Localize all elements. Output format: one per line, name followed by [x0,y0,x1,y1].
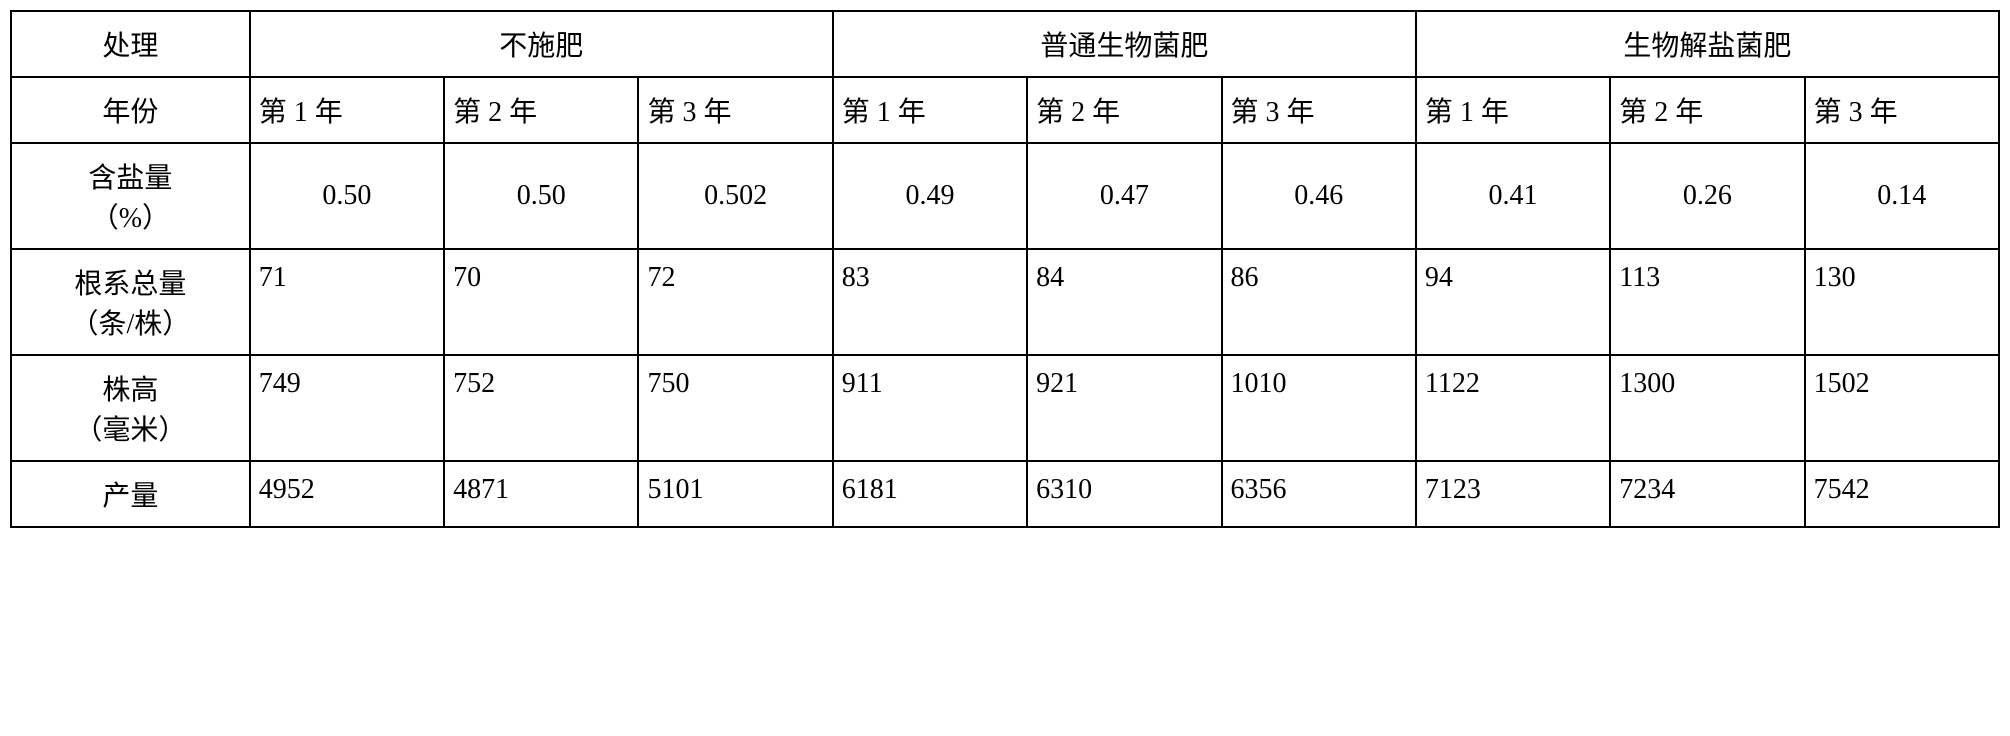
row-label-text: 产量 [102,481,158,512]
data-cell: 0.47 [1027,143,1221,249]
data-cell: 921 [1027,355,1221,461]
data-cell: 83 [833,249,1027,355]
data-cell: 0.26 [1610,143,1804,249]
data-cell: 6181 [833,461,1027,527]
data-cell: 0.502 [638,143,832,249]
table-row: 根系总量 （条/株） 71 70 72 83 84 86 94 113 130 [11,249,1999,355]
data-cell: 4952 [250,461,444,527]
row-label-unit: （毫米） [74,415,186,446]
year-cell: 第 2 年 [444,77,638,143]
year-cell: 第 1 年 [833,77,1027,143]
data-cell: 0.41 [1416,143,1610,249]
year-cell: 第 1 年 [1416,77,1610,143]
data-cell: 6310 [1027,461,1221,527]
year-cell: 第 3 年 [638,77,832,143]
header-group-3: 生物解盐菌肥 [1416,11,1999,77]
row-label-text: 含盐量 [88,163,172,194]
year-cell: 第 2 年 [1610,77,1804,143]
data-cell: 0.50 [444,143,638,249]
year-cell: 第 3 年 [1805,77,1999,143]
header-group-2: 普通生物菌肥 [833,11,1416,77]
data-cell: 7123 [1416,461,1610,527]
row-label-unit: （%） [91,203,170,234]
data-cell: 4871 [444,461,638,527]
table-header-row: 处理 不施肥 普通生物菌肥 生物解盐菌肥 [11,11,1999,77]
data-cell: 0.50 [250,143,444,249]
data-cell: 749 [250,355,444,461]
data-cell: 70 [444,249,638,355]
year-cell: 第 3 年 [1222,77,1416,143]
data-cell: 1300 [1610,355,1804,461]
data-cell: 0.46 [1222,143,1416,249]
row-label-text: 株高 [102,375,158,406]
table-body: 含盐量 （%） 0.50 0.50 0.502 0.49 0.47 0.46 0… [11,143,1999,527]
data-cell: 94 [1416,249,1610,355]
data-cell: 752 [444,355,638,461]
row-label-text: 根系总量 [74,269,186,300]
data-table: 处理 不施肥 普通生物菌肥 生物解盐菌肥 年份 第 1 年 第 2 年 第 3 … [10,10,2000,528]
data-cell: 71 [250,249,444,355]
data-cell: 1502 [1805,355,1999,461]
data-cell: 911 [833,355,1027,461]
row-label-salt: 含盐量 （%） [11,143,250,249]
data-cell: 0.49 [833,143,1027,249]
table-row: 含盐量 （%） 0.50 0.50 0.502 0.49 0.47 0.46 0… [11,143,1999,249]
data-cell: 5101 [638,461,832,527]
data-cell: 1010 [1222,355,1416,461]
data-cell: 7542 [1805,461,1999,527]
data-cell: 0.14 [1805,143,1999,249]
data-cell: 7234 [1610,461,1804,527]
header-group-1: 不施肥 [250,11,833,77]
row-label-unit: （条/株） [70,309,190,340]
data-cell: 72 [638,249,832,355]
data-cell: 130 [1805,249,1999,355]
data-cell: 113 [1610,249,1804,355]
data-cell: 1122 [1416,355,1610,461]
year-row-label: 年份 [11,77,250,143]
data-cell: 84 [1027,249,1221,355]
year-cell: 第 2 年 [1027,77,1221,143]
row-label-root: 根系总量 （条/株） [11,249,250,355]
data-cell: 86 [1222,249,1416,355]
table-year-row: 年份 第 1 年 第 2 年 第 3 年 第 1 年 第 2 年 第 3 年 第… [11,77,1999,143]
data-cell: 750 [638,355,832,461]
year-cell: 第 1 年 [250,77,444,143]
header-treatment-label: 处理 [11,11,250,77]
row-label-height: 株高 （毫米） [11,355,250,461]
table-row: 产量 4952 4871 5101 6181 6310 6356 7123 72… [11,461,1999,527]
row-label-yield: 产量 [11,461,250,527]
data-cell: 6356 [1222,461,1416,527]
table-row: 株高 （毫米） 749 752 750 911 921 1010 1122 13… [11,355,1999,461]
